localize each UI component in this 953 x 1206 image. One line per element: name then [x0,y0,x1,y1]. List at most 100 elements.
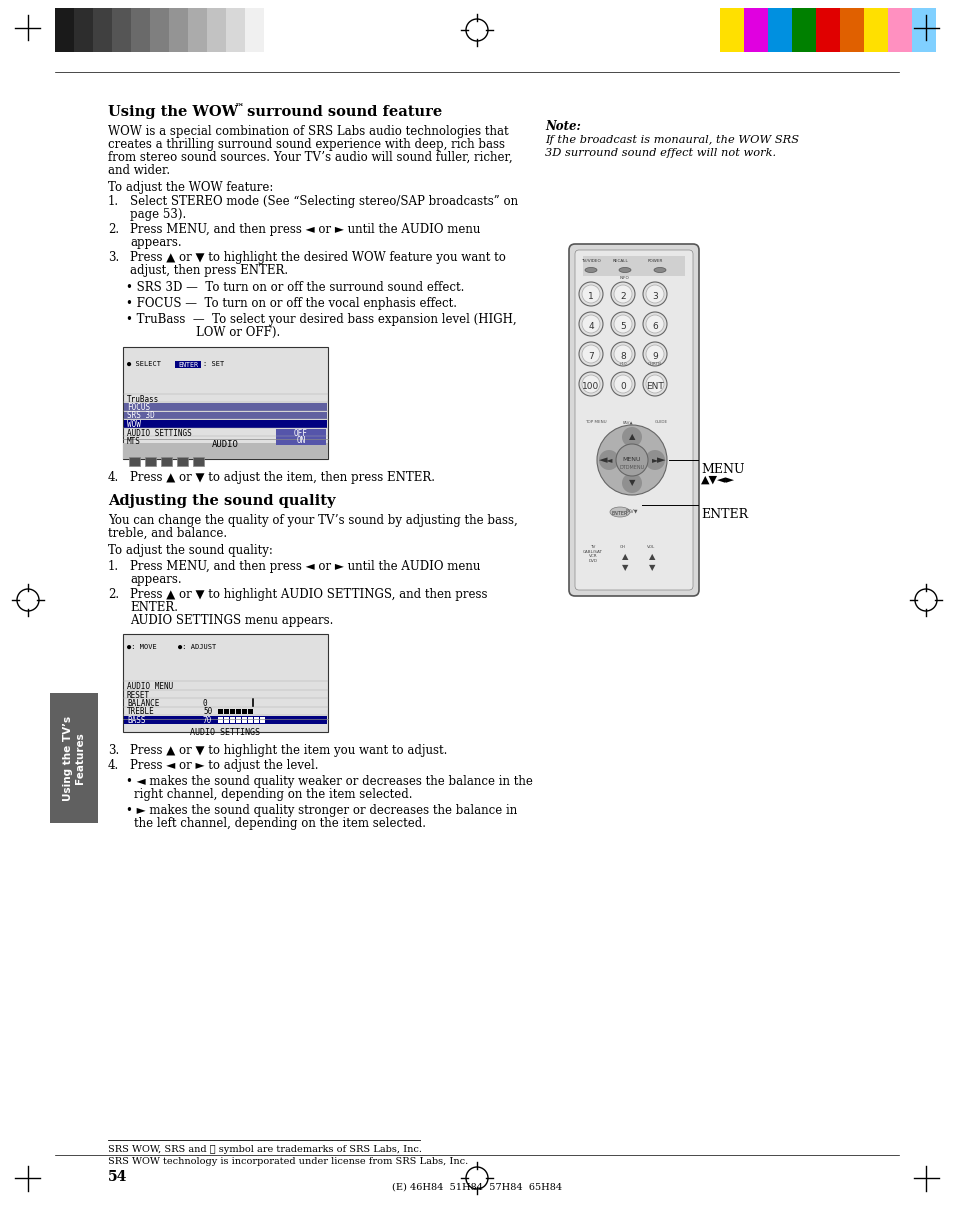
Text: 50: 50 [203,708,212,716]
Text: ENTER: ENTER [178,362,198,368]
Bar [911,8,935,52]
Text: treble, and balance.: treble, and balance. [108,527,227,540]
Bar [253,718,258,722]
Circle shape [614,375,631,393]
Text: RESET: RESET [127,691,150,699]
Text: ▼: ▼ [648,563,655,572]
Bar [863,8,887,52]
Text: • ► makes the sound quality stronger or decreases the balance in: • ► makes the sound quality stronger or … [126,804,517,816]
Text: 2.: 2. [108,589,119,601]
Text: ON: ON [296,437,305,445]
Circle shape [642,312,666,336]
Text: ENT: ENT [645,382,663,391]
Ellipse shape [584,268,597,273]
Text: appears.: appears. [130,573,181,586]
Text: SRS WOW technology is incorporated under license from SRS Labs, Inc.: SRS WOW technology is incorporated under… [108,1157,468,1166]
Bar [840,8,863,52]
Bar [124,411,327,418]
Circle shape [614,285,631,303]
Bar [235,718,241,722]
Bar [123,443,328,459]
Text: ▲: ▲ [648,552,655,561]
Text: ENTER: ENTER [611,511,627,516]
Text: ▲: ▲ [628,433,635,441]
Bar [55,8,74,52]
Bar [815,8,840,52]
Text: Press ▲ or ▼ to highlight the item you want to adjust.: Press ▲ or ▼ to highlight the item you w… [130,744,447,757]
Text: ►: ► [656,455,664,466]
Text: Using the TV’s
Features: Using the TV’s Features [63,715,85,801]
Text: AUDIO: AUDIO [212,440,238,449]
Text: from stereo sound sources. Your TV’s audio will sound fuller, richer,: from stereo sound sources. Your TV’s aud… [108,151,512,164]
Text: surround sound feature: surround sound feature [242,105,442,119]
Circle shape [598,450,618,470]
Text: WOW is a special combination of SRS Labs audio technologies that: WOW is a special combination of SRS Labs… [108,125,508,137]
Text: TOP MENU: TOP MENU [584,420,606,425]
Text: : SET: : SET [203,361,224,367]
Text: the left channel, depending on the item selected.: the left channel, depending on the item … [133,816,426,830]
Text: AUDIO SETTINGS menu appears.: AUDIO SETTINGS menu appears. [130,614,333,627]
Text: OFF: OFF [294,428,308,438]
Text: ●: ADJUST: ●: ADJUST [178,644,216,650]
Text: creates a thrilling surround sound experience with deep, rich bass: creates a thrilling surround sound exper… [108,137,504,151]
Text: Press MENU, and then press ◄ or ► until the AUDIO menu: Press MENU, and then press ◄ or ► until … [130,560,480,573]
Bar [226,8,245,52]
Bar [123,634,328,732]
Circle shape [581,315,599,333]
Bar [275,428,326,445]
Text: ▲▼◄►: ▲▼◄► [700,475,734,485]
Circle shape [642,282,666,306]
Text: Press ▲ or ▼ to adjust the item, then press ENTER.: Press ▲ or ▼ to adjust the item, then pr… [130,472,435,484]
Text: 7: 7 [587,352,594,361]
Circle shape [581,345,599,363]
Circle shape [610,343,635,365]
Bar [131,8,150,52]
Text: 1.: 1. [108,560,119,573]
Circle shape [610,371,635,396]
Text: You can change the quality of your TV’s sound by adjusting the bass,: You can change the quality of your TV’s … [108,514,517,527]
Circle shape [642,371,666,396]
Text: Press ◄ or ► to adjust the level.: Press ◄ or ► to adjust the level. [130,759,318,772]
Circle shape [597,425,666,494]
Text: 3D surround sound effect will not work.: 3D surround sound effect will not work. [544,148,776,158]
Text: POWER: POWER [647,259,662,263]
Bar [92,8,112,52]
Text: 4.: 4. [108,759,119,772]
Text: Press ▲ or ▼ to highlight AUDIO SETTINGS, and then press: Press ▲ or ▼ to highlight AUDIO SETTINGS… [130,589,487,601]
Bar [791,8,815,52]
Text: LOW or OFF).: LOW or OFF). [195,326,280,339]
Circle shape [645,315,663,333]
Text: page 53).: page 53). [130,207,186,221]
Text: adjust, then press ENTER.: adjust, then press ENTER. [130,264,288,277]
Text: AUDIO MENU: AUDIO MENU [127,683,173,691]
Text: To adjust the sound quality:: To adjust the sound quality: [108,544,273,557]
Text: AUDIO SETTINGS: AUDIO SETTINGS [191,728,260,737]
Bar [887,8,911,52]
Text: ● SELECT: ● SELECT [127,361,161,367]
Bar [743,8,767,52]
Text: ◄: ◄ [598,455,607,466]
Text: BALANCE: BALANCE [127,699,159,708]
Bar [242,718,247,722]
Bar [260,718,265,722]
Text: TV
CABL/SAT
VCR
DVD: TV CABL/SAT VCR DVD [582,545,602,563]
Circle shape [578,282,602,306]
Circle shape [581,375,599,393]
Bar [242,708,247,714]
Bar [767,8,791,52]
Text: If the broadcast is monaural, the WOW SRS: If the broadcast is monaural, the WOW SR… [544,135,799,145]
Text: 8: 8 [619,352,625,361]
Text: • SRS 3D —  To turn on or off the surround sound effect.: • SRS 3D — To turn on or off the surroun… [126,281,464,294]
Text: 3.: 3. [108,251,119,264]
Ellipse shape [654,268,665,273]
Bar [145,457,156,466]
Circle shape [581,285,599,303]
Text: 4.: 4. [108,472,119,484]
Text: and wider.: and wider. [108,164,170,177]
Text: 54: 54 [108,1170,128,1184]
Text: • TruBass  —  To select your desired bass expansion level (HIGH,: • TruBass — To select your desired bass … [126,314,517,326]
Text: FOCUS: FOCUS [127,403,150,412]
Circle shape [578,343,602,365]
Bar [169,8,188,52]
Text: Select STEREO mode (See “Selecting stereo/SAP broadcasts” on: Select STEREO mode (See “Selecting stere… [130,195,517,207]
